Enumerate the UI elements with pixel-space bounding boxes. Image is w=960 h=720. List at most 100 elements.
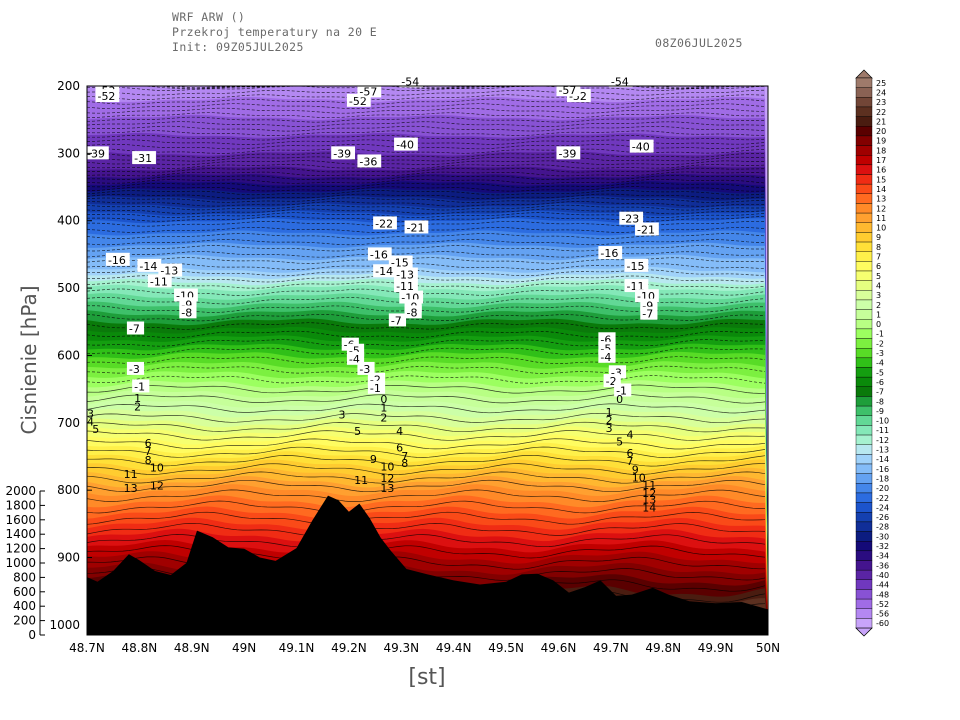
isotherm [155, 86, 766, 89]
contour-label: -8 [404, 305, 422, 319]
contour-label-text: -52 [349, 95, 367, 108]
colorbar-swatch [855, 154, 873, 166]
contour-label: -36 [357, 154, 382, 168]
contour-label-text: -31 [134, 152, 152, 165]
colorbar-label: -30 [876, 532, 889, 541]
contour-label-text: 11 [124, 468, 138, 481]
isotherm [87, 430, 766, 441]
contour-label-text: 7 [401, 450, 408, 463]
colorbar-label: 15 [876, 175, 886, 184]
contour-label: -16 [598, 246, 623, 260]
latitude-axis: 48.7N 48.8N 48.9N 49N 49.1N 49.2N 49.3N 49.4N 49… [69, 630, 780, 655]
contour-label-text: 7 [627, 455, 634, 468]
isotherm [87, 182, 766, 188]
colorbar-swatch [855, 299, 873, 310]
colorbar-swatch [855, 367, 873, 378]
latitude-tick-label: 48.7N [69, 641, 105, 655]
contour-label-text: -16 [600, 247, 618, 260]
contour-label: 12 [380, 472, 394, 485]
contour-label: -57 [556, 83, 581, 97]
isotherm [87, 212, 766, 218]
colorbar-label: 6 [876, 262, 881, 271]
colorbar-swatch [855, 251, 873, 262]
isotherm [87, 160, 765, 166]
contour-label: 6 [145, 437, 152, 450]
contour-label: -13 [158, 263, 183, 278]
colorbar-swatch [855, 492, 873, 503]
colorbar-label: -32 [876, 542, 889, 551]
contour-label-text: 1 [380, 401, 387, 414]
contour-label: -11 [147, 274, 172, 288]
colorbar-swatch [855, 241, 873, 252]
isotherm [87, 403, 766, 414]
colorbar-label: -7 [876, 388, 884, 397]
isotherm [87, 233, 766, 239]
colorbar-swatch [855, 396, 873, 407]
contour-label-text: -2 [606, 375, 617, 388]
isotherm [87, 489, 766, 502]
contour-label: 4 [396, 425, 403, 438]
contour-label-text: 4 [396, 425, 403, 438]
isotherm [87, 130, 766, 136]
colorbar-label: 1 [876, 310, 881, 319]
isotherm [87, 94, 766, 101]
contour-label-text: 10 [150, 461, 164, 474]
colorbar-swatch [855, 357, 873, 368]
colorbar-label: 10 [876, 224, 886, 233]
colorbar-swatch [855, 473, 873, 484]
contour-label: -1 [132, 379, 150, 393]
colorbar-swatch [855, 203, 873, 214]
contour-label-text: -4 [349, 353, 360, 366]
contour-label-text: 10 [380, 461, 394, 474]
isotherm [87, 245, 765, 252]
contour-label-text: 2 [606, 414, 613, 427]
colorbar-swatch [855, 145, 873, 156]
contour-label-text: 5 [92, 423, 99, 436]
contour-label: 3 [338, 409, 345, 422]
colorbar-label: -26 [876, 513, 889, 522]
pressure-tick-label: 700 [57, 416, 80, 430]
isotherm [87, 454, 766, 467]
contour-label: -40 [629, 139, 654, 154]
height-tick-label: 1000 [5, 556, 36, 570]
latitude-tick-label: 49.3N [383, 641, 419, 655]
contour-label-text: -16 [108, 254, 126, 267]
colorbar-label: -22 [876, 494, 889, 503]
colorbar-swatch [855, 97, 873, 108]
colorbar-swatch [855, 502, 873, 513]
isotherm [87, 438, 766, 450]
pressure-tick-label: 900 [57, 551, 80, 565]
isotherm [87, 330, 766, 339]
contour-label: 5 [616, 436, 623, 449]
contour-label-text: -11 [150, 275, 168, 288]
colorbar-label: -4 [876, 359, 884, 368]
colorbar-swatch [855, 77, 873, 88]
temperature-field [87, 86, 768, 635]
valid-time: 08Z06JUL2025 [655, 36, 743, 50]
colorbar-label: 17 [876, 156, 886, 165]
colorbar-label: -48 [876, 590, 889, 599]
cross-section-title: Przekroj temperatury na 20 E [172, 25, 378, 39]
colorbar-swatch [855, 589, 873, 600]
contour-label-text: 10 [632, 471, 646, 484]
contour-label: -39 [331, 146, 356, 160]
colorbar-swatch [855, 116, 873, 127]
contour-label: 7 [627, 455, 634, 468]
colorbar-label: -1 [876, 330, 884, 339]
contour-label-text: -52 [97, 90, 115, 103]
colorbar-label: -5 [876, 368, 884, 377]
colorbar-label: -52 [876, 600, 889, 609]
contour-label: 10 [632, 471, 646, 484]
contour-label-text: -8 [407, 306, 418, 319]
latitude-tick-label: 49.2N [331, 641, 367, 655]
latitude-tick-label: 48.9N [174, 641, 210, 655]
contour-label-text: 4 [627, 428, 634, 441]
terrain [87, 495, 768, 635]
contour-label-text: -13 [396, 269, 414, 282]
contour-label-text: 3 [87, 407, 94, 420]
isotherm [87, 511, 766, 525]
colorbar-label: -3 [876, 349, 884, 358]
contour-label: 13 [124, 482, 138, 495]
colorbar-swatch [855, 328, 873, 339]
colorbar-label: 3 [876, 291, 881, 300]
